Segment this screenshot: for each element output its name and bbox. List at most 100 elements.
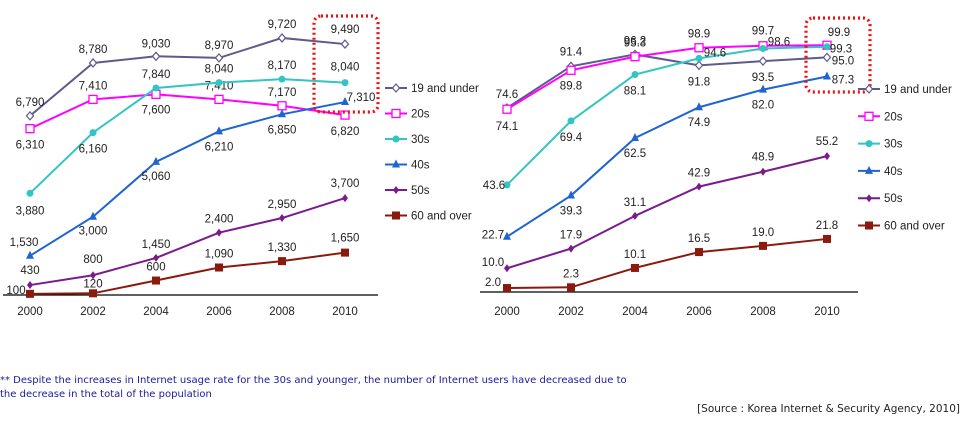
data-label: 6,310: [16, 140, 45, 152]
users-chart: 2000 2002 2004 2006 2008 2010 6,790 8,780 9,030 8…: [3, 14, 479, 318]
legend-marker: [865, 165, 873, 174]
series-line: [506, 237, 828, 290]
legend-label: 20s: [884, 111, 903, 123]
data-point: [695, 102, 703, 111]
legend-label: 60 and over: [884, 221, 945, 233]
legend-label: 40s: [884, 166, 903, 178]
data-point: [216, 228, 222, 237]
legend-item: 40s: [858, 165, 903, 178]
x-tick-label: 2004: [622, 306, 648, 318]
data-point: [152, 276, 160, 285]
legend: 19 and under 20s 30s 40s 50s 60 and over: [858, 84, 952, 233]
x-tick-label: 2008: [269, 306, 295, 318]
data-label: 2,400: [205, 214, 234, 226]
data-point: [341, 79, 349, 87]
legend-marker: [866, 194, 872, 203]
data-label: 3,700: [331, 178, 360, 190]
data-label: 6,790: [16, 97, 45, 109]
data-label: 10.0: [482, 257, 504, 269]
series-40s: 1,530 3,000 5,060 6,210 6,850 7,310: [10, 92, 375, 259]
legend-label: 50s: [884, 193, 903, 205]
data-point: [153, 253, 159, 262]
series-line: [29, 101, 346, 257]
data-label: 600: [146, 262, 165, 274]
data-point: [503, 181, 511, 189]
legend-label: 40s: [411, 160, 430, 172]
legend-marker: [392, 159, 400, 168]
data-point: [89, 211, 97, 220]
data-label: 1,090: [205, 249, 234, 261]
data-label: 22.7: [482, 230, 504, 242]
data-label: 9,720: [268, 19, 297, 31]
highlight-box-2010: [312, 14, 380, 114]
data-point: [759, 241, 767, 250]
legend-item: 50s: [385, 185, 430, 197]
data-point: [631, 133, 639, 141]
legend-item: 50s: [858, 193, 903, 205]
x-tick-label: 2006: [686, 306, 712, 318]
data-point: [25, 124, 35, 134]
data-label: 1,450: [142, 239, 171, 251]
data-label: 7,170: [268, 87, 297, 99]
data-point: [823, 71, 831, 80]
data-label: 16.5: [688, 233, 710, 245]
source-citation: [Source : Korea Internet & Security Agen…: [697, 403, 960, 415]
x-tick-label: 2000: [494, 306, 520, 318]
series-line: [506, 53, 828, 109]
legend-label: 30s: [884, 139, 903, 151]
data-point: [89, 289, 97, 298]
data-label: 1,650: [331, 233, 360, 245]
x-tick-label: 2002: [558, 306, 584, 318]
data-label: 1,330: [268, 242, 297, 254]
data-label: 82.0: [752, 100, 774, 112]
legend-marker: [864, 111, 874, 121]
data-label: 8,040: [205, 64, 234, 76]
x-tick-label: 2000: [17, 306, 43, 318]
data-label: 55.2: [816, 136, 838, 148]
data-point: [278, 257, 286, 266]
data-point: [695, 248, 703, 257]
data-point: [215, 126, 223, 135]
legend-marker: [391, 108, 401, 119]
data-point: [26, 289, 34, 298]
data-point: [277, 101, 287, 111]
x-tick-label: 2004: [143, 306, 169, 318]
data-label: 19.0: [752, 227, 774, 239]
series-line: [29, 93, 346, 130]
data-point: [760, 167, 766, 176]
data-label: 94.6: [704, 47, 726, 59]
data-point: [214, 52, 224, 63]
data-label: 74.9: [688, 117, 710, 129]
data-label: 2.3: [563, 268, 579, 280]
footnote: ** Despite the increases in Internet usa…: [0, 375, 627, 400]
legend-item: 20s: [385, 109, 430, 121]
data-point: [151, 51, 161, 62]
data-label: 6,160: [79, 144, 108, 156]
data-label: 7,600: [142, 104, 171, 116]
data-point: [341, 97, 349, 106]
legend-item: 30s: [385, 134, 430, 146]
series-line: [506, 75, 828, 238]
legend-marker: [391, 83, 401, 93]
data-label: 1,530: [10, 237, 39, 249]
x-tick-label: 2010: [332, 306, 358, 318]
data-point: [632, 211, 638, 220]
data-point: [504, 264, 510, 273]
data-point: [503, 231, 511, 240]
legend-item: 19 and under: [858, 84, 952, 96]
legend-marker: [865, 221, 873, 230]
data-label: 48.9: [752, 152, 774, 164]
x-tick-label: 2006: [206, 306, 232, 318]
data-label: 89.8: [560, 80, 582, 92]
data-point: [758, 56, 768, 67]
data-point: [503, 284, 511, 293]
data-label: 8,170: [268, 60, 297, 72]
data-point: [759, 44, 767, 52]
data-label: 3,880: [16, 205, 45, 217]
data-label: 5,060: [142, 171, 171, 183]
data-point: [278, 75, 286, 83]
data-point: [822, 52, 832, 63]
legend-item: 30s: [858, 139, 903, 151]
series-30s: 3,880 6,160 7,840 8,040 8,170 8,040: [16, 60, 360, 217]
